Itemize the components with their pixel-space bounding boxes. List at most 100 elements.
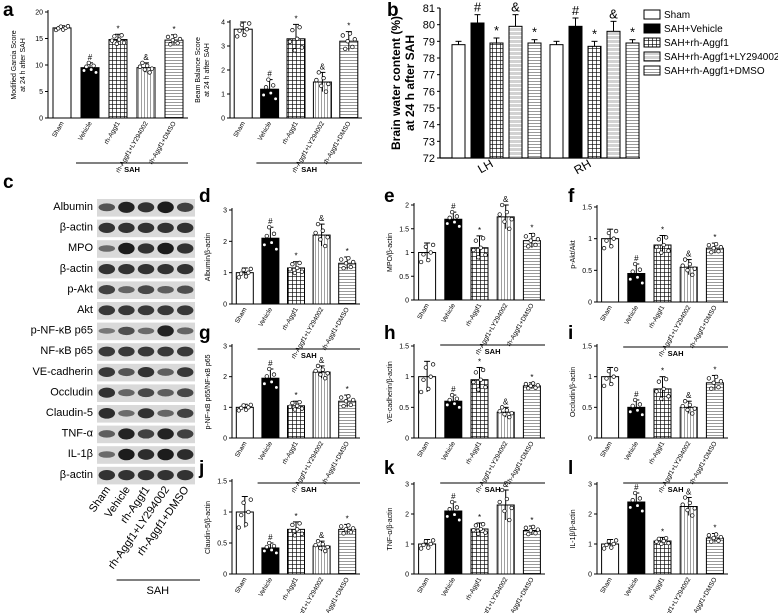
bar	[339, 40, 359, 119]
data-point	[318, 372, 323, 377]
y-tick-label: 2	[221, 68, 225, 75]
blot-row-label: NF-κB p65	[40, 345, 93, 357]
y-axis-label: p-NF-κB p65/NF-κB p65	[205, 354, 212, 429]
y-tick-label: 1	[223, 510, 227, 517]
significance-mark: *	[294, 391, 297, 400]
data-point	[341, 531, 346, 536]
data-point	[421, 252, 426, 257]
y-tick-label: 0.5	[399, 274, 409, 281]
panel-label-c: c	[3, 172, 14, 193]
data-point	[604, 542, 609, 548]
category-label: Vehicle	[623, 304, 640, 326]
chart-k: 0 1 2 3 TNF-α/β-actin Sham # Vehicle * rh-Aggf1 & r…	[387, 480, 545, 613]
data-point	[271, 372, 277, 377]
blot-row-label: MPO	[68, 242, 94, 254]
data-point	[611, 236, 616, 241]
data-point	[428, 250, 433, 255]
data-point	[718, 379, 724, 384]
data-point	[237, 28, 242, 33]
category-label: Sham	[599, 441, 614, 459]
y-tick-label: 1	[405, 374, 409, 381]
data-point	[447, 397, 452, 403]
data-point	[640, 280, 645, 286]
y-tick-label: 1	[588, 542, 592, 549]
data-point	[264, 233, 269, 239]
y-tick-label: 3	[221, 44, 225, 51]
data-point	[711, 246, 716, 251]
significance-mark: #	[634, 254, 639, 263]
data-point	[713, 532, 719, 537]
chart-j: 0 0.5 1 1.5 Claudin-5/β-actin Sham # Vehicle * rh…	[205, 479, 360, 613]
data-point	[348, 530, 353, 535]
data-point	[606, 230, 612, 236]
blot-band	[118, 448, 135, 461]
blot-band	[176, 408, 194, 418]
y-tick-label: 0	[223, 302, 227, 309]
y-axis-label: Modified Garcia Score	[11, 30, 18, 99]
data-point	[499, 487, 505, 493]
y-tick-label: 77	[423, 70, 435, 82]
data-point	[630, 269, 635, 274]
blot-band	[157, 222, 174, 233]
chart-g: 0 1 2 3 p-NF-κB p65/NF-κB p65 Sham # Vehicle * rh…	[205, 344, 360, 494]
y-tick-label: 73	[423, 136, 435, 148]
data-point	[654, 539, 659, 544]
blot-band	[176, 327, 194, 335]
group-label: SAH	[668, 485, 684, 494]
data-point	[428, 374, 433, 379]
significance-mark: #	[267, 70, 272, 79]
significance-mark: *	[346, 385, 349, 394]
data-point	[613, 228, 619, 234]
bar	[470, 528, 489, 575]
category-label: Vehicle	[440, 440, 457, 462]
blot-band	[98, 264, 116, 275]
western-blot: Albumin β-actin MPO β-actin p-Akt Akt p-NF-κB …	[31, 199, 200, 597]
category-label: rh-Aggf1+DMSO	[321, 577, 351, 613]
category-label: rh-Aggf1	[465, 576, 484, 601]
data-point	[709, 250, 714, 255]
data-point	[318, 237, 323, 242]
y-tick-label: 0	[39, 116, 43, 123]
data-point	[266, 77, 271, 82]
data-point	[682, 399, 688, 404]
data-point	[528, 383, 533, 389]
y-tick-label: 1	[588, 374, 592, 381]
category-label: Sham	[234, 307, 249, 325]
legend-swatch	[643, 9, 661, 20]
category-label: Sham	[234, 441, 249, 459]
blot-band	[157, 264, 174, 275]
data-point	[640, 412, 645, 417]
data-point	[325, 371, 330, 376]
data-point	[687, 261, 693, 267]
blot-band	[98, 305, 116, 316]
category-label: Sham	[416, 577, 431, 595]
blot-band	[176, 449, 194, 460]
blot-band	[137, 449, 155, 460]
significance-mark: *	[530, 516, 533, 525]
data-point	[267, 366, 272, 372]
data-point	[295, 527, 300, 532]
blot-row-label: IL-1β	[68, 448, 93, 460]
data-point	[316, 70, 321, 75]
data-point	[637, 402, 643, 407]
y-tick-label: 75	[423, 103, 435, 115]
blot-band	[176, 202, 194, 212]
panel-label-i: i	[568, 323, 573, 344]
significance-mark: &	[503, 195, 509, 204]
data-point	[247, 21, 252, 26]
significance-mark: #	[268, 359, 273, 368]
category-label: rh-Aggf1+DMSO	[688, 577, 718, 613]
blot-band	[137, 367, 155, 378]
blot-band	[137, 202, 155, 213]
data-point	[613, 538, 619, 543]
data-point	[716, 538, 721, 543]
bar	[527, 42, 542, 159]
bar	[522, 530, 541, 575]
y-tick-label: 1.5	[399, 344, 409, 351]
data-point	[323, 548, 328, 554]
data-point	[483, 530, 488, 535]
data-point	[236, 408, 241, 413]
data-point	[685, 507, 690, 513]
blot-band	[137, 388, 155, 398]
y-tick-label: 1.5	[217, 479, 227, 486]
